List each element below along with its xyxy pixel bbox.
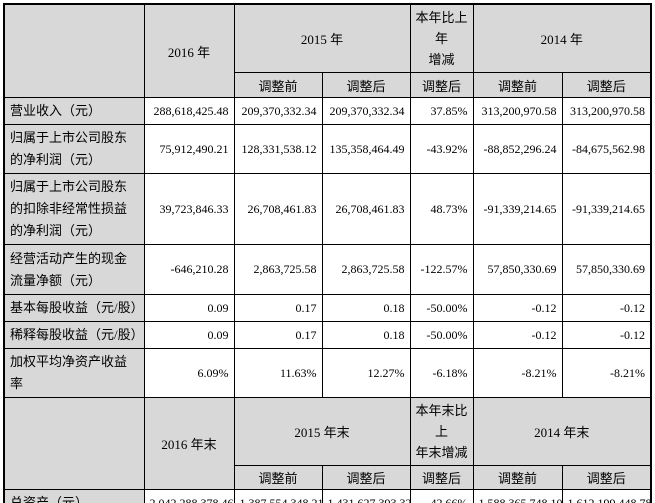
subheader-2015-adj-after: 调整后 bbox=[321, 72, 411, 98]
header-2014: 2014 年 bbox=[472, 3, 652, 73]
cell-value: 0.18 bbox=[321, 294, 411, 322]
row-label: 加权平均净资产收益率 bbox=[3, 348, 145, 398]
blank-corner-cell bbox=[3, 3, 145, 98]
cell-value: -8.21% bbox=[472, 348, 563, 398]
subheader-2014-adj-before: 调整前 bbox=[472, 465, 563, 490]
cell-value: 37.85% bbox=[409, 97, 474, 125]
table-row-diluted-eps: 稀释每股收益（元/股） 0.09 0.17 0.18 -50.00% -0.12… bbox=[3, 321, 652, 349]
cell-value: 209,370,332.34 bbox=[233, 97, 323, 125]
cell-value: 1,387,554,348.21 bbox=[233, 489, 323, 503]
row-label: 营业收入（元） bbox=[3, 97, 145, 125]
cell-value: 42.66% bbox=[409, 489, 474, 503]
cell-value: 26,708,461.83 bbox=[233, 173, 323, 245]
cell-value: -43.92% bbox=[409, 124, 474, 174]
section1-header-row-1: 2016 年 2015 年 本年比上年 增减 2014 年 bbox=[3, 3, 652, 98]
cell-value: 26,708,461.83 bbox=[321, 173, 411, 245]
cell-value: 0.17 bbox=[233, 294, 323, 322]
cell-value: 57,850,330.69 bbox=[561, 244, 652, 295]
cell-value: -0.12 bbox=[472, 321, 563, 349]
cell-value: 313,200,970.58 bbox=[472, 97, 563, 125]
cell-value: 0.17 bbox=[233, 321, 323, 349]
table-row-total-assets: 总资产（元） 2,042,288,378.46 1,387,554,348.21… bbox=[3, 489, 652, 503]
cell-value: -0.12 bbox=[561, 294, 652, 322]
cell-value: -91,339,214.65 bbox=[472, 173, 563, 245]
cell-value: 11.63% bbox=[233, 348, 323, 398]
cell-value: -84,675,562.98 bbox=[561, 124, 652, 174]
subheader-2014-adj-after: 调整后 bbox=[561, 465, 652, 490]
cell-value: 0.09 bbox=[143, 321, 235, 349]
cell-value: 75,912,490.21 bbox=[143, 124, 235, 174]
cell-value: -646,210.28 bbox=[143, 244, 235, 295]
cell-value: 288,618,425.48 bbox=[143, 97, 235, 125]
row-label: 总资产（元） bbox=[3, 489, 145, 503]
subheader-2015-adj-after: 调整后 bbox=[321, 465, 411, 490]
subheader-change-adj-after: 调整后 bbox=[409, 465, 474, 490]
subheader-2015-adj-before: 调整前 bbox=[233, 465, 323, 490]
cell-value: 12.27% bbox=[321, 348, 411, 398]
subheader-2014-adj-after: 调整后 bbox=[561, 72, 652, 98]
cell-value: 1,612,199,448.78 bbox=[561, 489, 652, 503]
table-row-operating-cash-flow: 经营活动产生的现金流量净额（元） -646,210.28 2,863,725.5… bbox=[3, 244, 652, 295]
cell-value: 1,431,627,393.32 bbox=[321, 489, 411, 503]
subheader-2015-adj-before: 调整前 bbox=[233, 72, 323, 98]
header-2015: 2015 年 bbox=[233, 3, 411, 73]
row-label: 归属于上市公司股东的净利润（元） bbox=[3, 124, 145, 174]
section2-header-row-2: 调整前 调整后 调整后 调整前 调整后 bbox=[4, 465, 652, 490]
cell-value: -88,852,296.24 bbox=[472, 124, 563, 174]
header-2015-year-end: 2015 年末 bbox=[233, 397, 411, 466]
section1-header-row-2: 调整前 调整后 调整后 调整前 调整后 bbox=[4, 72, 652, 98]
header-yoy-change: 本年比上年 增减 bbox=[409, 3, 474, 73]
cell-value: -0.12 bbox=[561, 321, 652, 349]
cell-value: 1,588,365,748.10 bbox=[472, 489, 563, 503]
cell-value: -50.00% bbox=[409, 294, 474, 322]
cell-value: -122.57% bbox=[409, 244, 474, 295]
cell-value: 128,331,538.12 bbox=[233, 124, 323, 174]
header-year-end-change: 本年末比上 年末增减 bbox=[409, 397, 474, 466]
cell-value: 57,850,330.69 bbox=[472, 244, 563, 295]
cell-value: 48.73% bbox=[409, 173, 474, 245]
header-2014-year-end: 2014 年末 bbox=[472, 397, 652, 466]
table-row-net-profit-excl-nonrecurring: 归属于上市公司股东的扣除非经常性损益的净利润（元） 39,723,846.33 … bbox=[3, 173, 652, 245]
cell-value: -50.00% bbox=[409, 321, 474, 349]
header-2016-year-end: 2016 年末 bbox=[143, 397, 235, 490]
cell-value: -6.18% bbox=[409, 348, 474, 398]
cell-value: 2,863,725.58 bbox=[233, 244, 323, 295]
row-label: 经营活动产生的现金流量净额（元） bbox=[3, 244, 145, 295]
cell-value: 2,042,288,378.46 bbox=[143, 489, 235, 503]
section2: 2016 年末 2015 年末 本年末比上 年末增减 2014 年末 调整前 调… bbox=[3, 397, 652, 503]
cell-value: 2,863,725.58 bbox=[321, 244, 411, 295]
section2-header-row-1: 2016 年末 2015 年末 本年末比上 年末增减 2014 年末 bbox=[3, 397, 652, 490]
table-row-revenue: 营业收入（元） 288,618,425.48 209,370,332.34 20… bbox=[3, 97, 652, 125]
table-row-weighted-avg-roe: 加权平均净资产收益率 6.09% 11.63% 12.27% -6.18% -8… bbox=[3, 348, 652, 398]
subheader-change-adj-after: 调整后 bbox=[409, 72, 474, 98]
cell-value: 209,370,332.34 bbox=[321, 97, 411, 125]
cell-value: -0.12 bbox=[472, 294, 563, 322]
table-row-net-profit: 归属于上市公司股东的净利润（元） 75,912,490.21 128,331,5… bbox=[3, 124, 652, 174]
table-row-basic-eps: 基本每股收益（元/股） 0.09 0.17 0.18 -50.00% -0.12… bbox=[3, 294, 652, 322]
cell-value: 135,358,464.49 bbox=[321, 124, 411, 174]
cell-value: 39,723,846.33 bbox=[143, 173, 235, 245]
cell-value: -8.21% bbox=[561, 348, 652, 398]
cell-value: 313,200,970.58 bbox=[561, 97, 652, 125]
blank-corner-cell bbox=[3, 397, 145, 490]
row-label: 归属于上市公司股东的扣除非经常性损益的净利润（元） bbox=[3, 173, 145, 245]
cell-value: -91,339,214.65 bbox=[561, 173, 652, 245]
cell-value: 0.18 bbox=[321, 321, 411, 349]
financial-summary-table: 2016 年 2015 年 本年比上年 增减 2014 年 调整前 调整后 调整… bbox=[3, 3, 653, 503]
cell-value: 0.09 bbox=[143, 294, 235, 322]
header-2016: 2016 年 bbox=[143, 3, 235, 98]
row-label: 稀释每股收益（元/股） bbox=[3, 321, 145, 349]
cell-value: 6.09% bbox=[143, 348, 235, 398]
row-label: 基本每股收益（元/股） bbox=[3, 294, 145, 322]
section1: 2016 年 2015 年 本年比上年 增减 2014 年 调整前 调整后 调整… bbox=[3, 3, 652, 398]
subheader-2014-adj-before: 调整前 bbox=[472, 72, 563, 98]
